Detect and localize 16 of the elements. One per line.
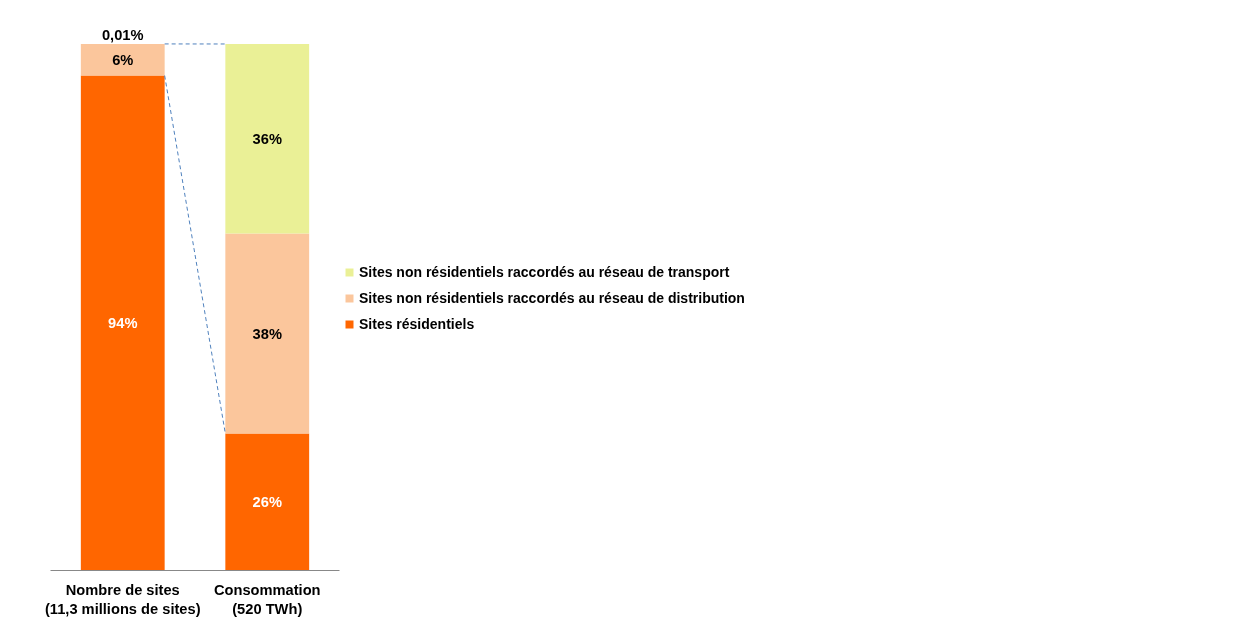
bar: [80, 75, 165, 571]
data-label: 38%: [252, 325, 282, 342]
data-label: 0,01%: [101, 26, 144, 43]
x-tick-label: Nombre de sites (11,3 millions de sites): [44, 581, 201, 617]
legend-label: Sites résidentiels: [359, 315, 475, 332]
data-label: 6%: [112, 51, 134, 68]
legend-label: Sites non résidentiels raccordés au réseau de transport: [359, 263, 730, 280]
bar: [225, 233, 310, 434]
data-label: 26%: [252, 494, 282, 511]
x-tick-label: Consommation (520 TWh): [213, 581, 321, 617]
data-label: 94%: [108, 315, 138, 332]
bar: [80, 43, 165, 76]
bar: [225, 43, 310, 234]
legend-label: Sites non résidentiels raccordés au réseau de distribution: [359, 289, 745, 306]
data-label: 36%: [252, 130, 282, 147]
bar: [225, 433, 310, 571]
